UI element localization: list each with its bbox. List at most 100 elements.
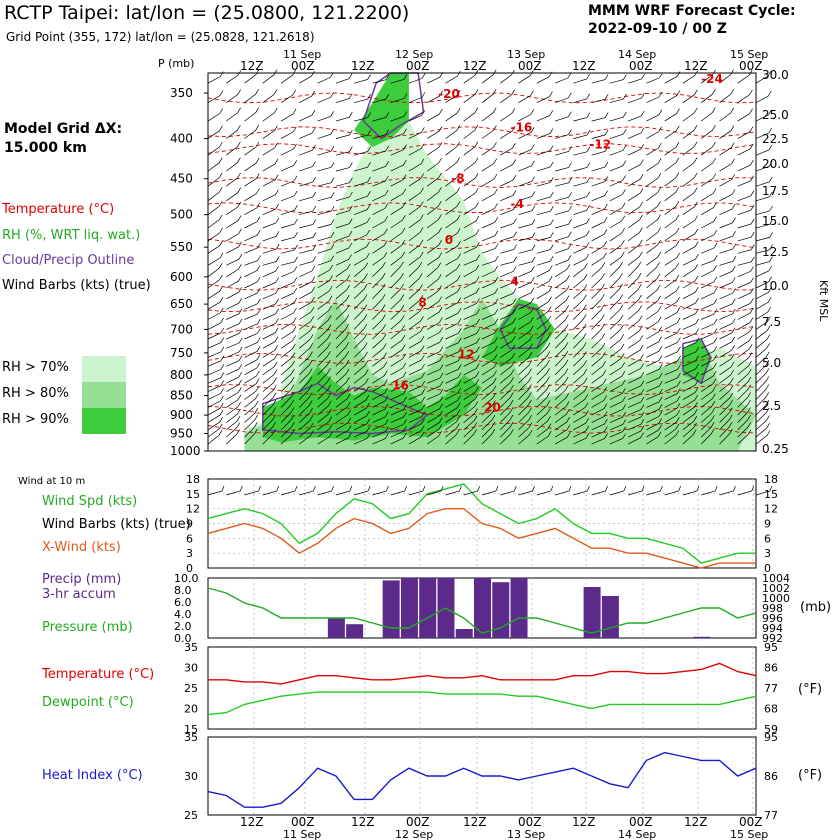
- wind-barb: [481, 362, 498, 376]
- wind-barb: [317, 324, 332, 340]
- wind-barb: [427, 327, 443, 340]
- wind-barb: [226, 346, 243, 358]
- wind-barb: [609, 129, 627, 139]
- wind-barb: [555, 219, 572, 229]
- wind-barb: [299, 191, 317, 202]
- wind-barb: [244, 328, 261, 340]
- wind-barb: [682, 308, 699, 320]
- wind-barb: [554, 305, 570, 320]
- top-date-label: 11 Sep: [283, 48, 321, 61]
- wind-barb: [627, 425, 645, 438]
- wind-ytick-left: 6: [186, 532, 193, 545]
- precip-ytick: 4.0: [174, 608, 192, 621]
- wind-barb: [646, 380, 663, 392]
- wind-barb: [500, 256, 518, 266]
- pressure-tick-label: 1000: [170, 444, 201, 458]
- isotherm-line: [207, 405, 757, 417]
- wind-barb: [646, 411, 663, 423]
- wind-barb: [463, 287, 480, 300]
- wind-barb: [335, 359, 350, 376]
- wind-barb: [299, 176, 317, 187]
- wind-barb: [664, 172, 680, 187]
- wind-barb: [426, 214, 442, 229]
- wind-barb: [408, 173, 425, 187]
- wind-barb: [408, 251, 424, 266]
- wind-barb: [317, 368, 331, 384]
- wind-barb: [280, 126, 297, 139]
- wind-barb: [372, 112, 390, 122]
- wind-barb: [427, 126, 443, 139]
- wind-barb: [536, 276, 553, 289]
- wind-barb: [555, 146, 572, 156]
- wind-barb: [299, 265, 316, 278]
- wind-barb: [481, 354, 498, 367]
- temperature-label: 0: [445, 233, 453, 247]
- wind-barb: [299, 359, 313, 376]
- temperature-label: 8: [418, 296, 426, 310]
- wind-barb: [426, 274, 442, 289]
- wind-barb: [280, 218, 298, 229]
- heat-index-f-unit: (°F): [798, 768, 823, 783]
- wind-barb: [573, 177, 591, 187]
- wind-barb: [536, 315, 552, 330]
- wind-barb: [554, 285, 570, 300]
- wind-barb: [408, 336, 425, 349]
- wind-barb: [262, 256, 280, 266]
- wind-barb: [500, 429, 514, 445]
- cycle-line-1: MMM WRF Forecast Cycle:: [588, 3, 796, 19]
- wind-barb: [591, 411, 608, 423]
- wind-barb: [573, 112, 591, 122]
- wind-barb: [719, 377, 734, 392]
- wind-barb: [353, 418, 371, 431]
- wind-barb: [627, 127, 645, 139]
- wind-barb: [244, 362, 261, 376]
- wind-barb: [500, 298, 517, 310]
- wind-panel-title: Wind at 10 m: [18, 476, 86, 487]
- wind-barb: [755, 70, 772, 84]
- wind-barb: [627, 110, 645, 122]
- wind-barb: [664, 214, 680, 229]
- wind-barb: [664, 327, 681, 340]
- wind-barb: [317, 264, 334, 278]
- wind-barb: [463, 69, 479, 84]
- wind-barb: [755, 276, 772, 289]
- wind-barb: [518, 422, 533, 438]
- wind-barb: [372, 433, 389, 445]
- wind-barb: [591, 190, 608, 202]
- wind-barb: [646, 72, 663, 84]
- temp-ytick: 20: [184, 703, 198, 716]
- height-axis-label: Kft MSL: [817, 280, 830, 322]
- chart-title: RCTP Taipei: lat/lon = (25.0800, 121.220…: [4, 2, 410, 24]
- wind-barb: [737, 368, 752, 384]
- wind-ytick-left: 9: [186, 518, 193, 531]
- wind-barb: [701, 242, 718, 254]
- legend-rh80-label: RH > 80%: [2, 386, 69, 401]
- wind-barb: [573, 263, 588, 278]
- temperature-label: 20: [484, 400, 501, 414]
- wind-barb: [554, 129, 572, 139]
- wind-barb: [463, 264, 480, 278]
- wind-barb: [226, 264, 242, 278]
- wind-barb: [481, 345, 498, 358]
- surface-wind-barb: [719, 485, 736, 496]
- wind-barb: [408, 418, 425, 431]
- wind-barb: [500, 244, 518, 254]
- wind-barb: [627, 284, 642, 300]
- wind-barb: [207, 372, 225, 384]
- wind-barb: [664, 337, 681, 349]
- wind-barb: [244, 107, 260, 122]
- wind-barb: [244, 428, 258, 445]
- wind-barb: [408, 326, 425, 340]
- wind-barb: [646, 306, 662, 320]
- bottom-date-label: 11 Sep: [283, 828, 321, 840]
- wind-barb: [481, 428, 496, 445]
- surface-wind-barb: [445, 485, 462, 496]
- wind-barb: [372, 426, 389, 438]
- wind-barb: [554, 409, 570, 423]
- wind-barb: [317, 146, 335, 156]
- wind-barb: [536, 368, 550, 384]
- wind-barb: [591, 387, 607, 400]
- wind-barb: [664, 108, 680, 122]
- wind-barb: [664, 346, 681, 358]
- wind-barb: [701, 346, 718, 358]
